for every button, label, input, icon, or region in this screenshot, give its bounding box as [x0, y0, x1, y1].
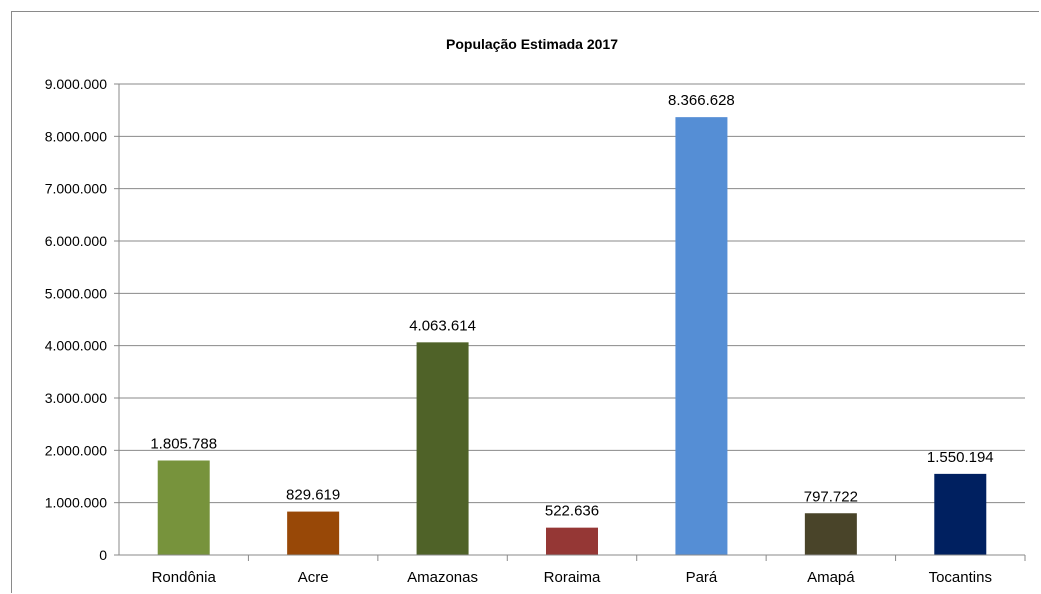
bar-value-label: 1.550.194: [927, 449, 994, 466]
x-tick-label: Amapá: [807, 569, 855, 586]
x-tick-label: Rondônia: [152, 569, 217, 586]
y-tick-label: 2.000.000: [45, 442, 107, 458]
bar: [804, 513, 857, 555]
x-axis-tick-labels: Rondônia Acre Amazonas Roraima Pará Amapá Toca…: [152, 555, 1026, 586]
bar-value-label: 4.063.614: [409, 317, 476, 334]
bar: [287, 511, 340, 555]
y-tick-label: 7.000.000: [45, 181, 107, 197]
bar-value-label: 797.722: [804, 488, 858, 505]
y-axis-tick-labels: 0 1.000.000 2.000.000 3.000.000 4.000.000 5.0…: [45, 76, 108, 563]
bar: [546, 527, 598, 555]
x-tick-label: Pará: [686, 569, 718, 586]
x-tick-label: Tocantins: [929, 569, 992, 586]
x-tick-label: Roraima: [544, 569, 601, 586]
data-labels: 1.805.788 829.619 4.063.614 522.636 8.366.62…: [150, 92, 993, 520]
y-tick-label: 3.000.000: [45, 390, 107, 406]
gridlines: [114, 83, 1025, 556]
x-tick-label: Amazonas: [407, 569, 478, 586]
bar: [675, 117, 728, 555]
x-tick-label: Acre: [298, 569, 329, 586]
bar: [934, 473, 987, 555]
y-tick-label: 1.000.000: [45, 495, 107, 511]
bar-value-label: 8.366.628: [668, 92, 735, 109]
bar-value-label: 829.619: [286, 487, 340, 504]
bar: [157, 460, 210, 555]
axes: [118, 84, 1025, 556]
bars: [157, 117, 987, 555]
y-tick-label: 8.000.000: [45, 128, 107, 144]
y-tick-label: 4.000.000: [45, 338, 107, 354]
chart-title: População Estimada 2017: [446, 36, 618, 52]
y-tick-label: 5.000.000: [45, 285, 107, 301]
y-tick-label: 9.000.000: [45, 76, 107, 92]
y-tick-label: 0: [99, 547, 107, 563]
bar-value-label: 522.636: [545, 503, 599, 520]
y-tick-label: 6.000.000: [45, 233, 107, 249]
bar-value-label: 1.805.788: [150, 435, 217, 452]
bar: [416, 342, 469, 555]
